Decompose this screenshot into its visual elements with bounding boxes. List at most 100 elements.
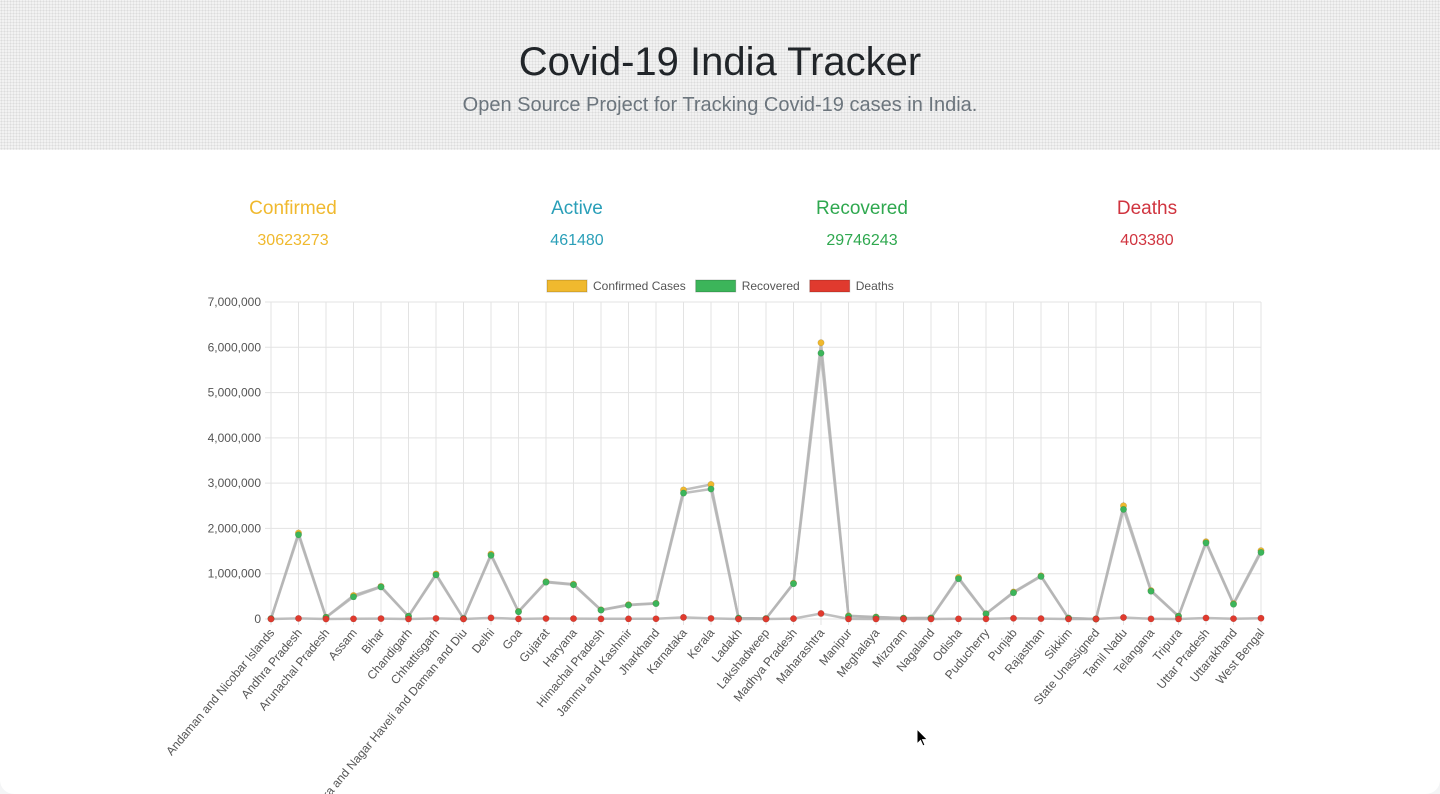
data-point-deaths[interactable] xyxy=(679,613,687,621)
data-point-deaths[interactable] xyxy=(1120,614,1128,622)
data-point-recovered[interactable] xyxy=(487,551,495,559)
data-point-recovered[interactable] xyxy=(954,575,962,583)
data-point-deaths[interactable] xyxy=(349,615,357,623)
legend-item-confirmed-cases[interactable]: Confirmed Cases xyxy=(546,279,686,293)
y-tick-label: 3,000,000 xyxy=(208,476,262,490)
data-point-deaths[interactable] xyxy=(652,615,660,623)
data-point-recovered[interactable] xyxy=(432,571,440,579)
data-point-deaths[interactable] xyxy=(404,615,412,623)
stat-deaths: Deaths 403380 xyxy=(997,198,1297,250)
data-point-recovered[interactable] xyxy=(1120,505,1128,513)
data-point-deaths[interactable] xyxy=(459,615,467,623)
chart-legend[interactable]: Confirmed Cases Recovered Deaths xyxy=(546,279,894,293)
data-point-recovered[interactable] xyxy=(1147,587,1155,595)
data-point-recovered[interactable] xyxy=(624,601,632,609)
data-point-recovered[interactable] xyxy=(1037,572,1045,580)
stat-confirmed-label: Confirmed xyxy=(249,198,337,219)
data-point-deaths[interactable] xyxy=(734,615,742,623)
x-tick-label: Assam xyxy=(325,626,359,663)
data-point-recovered[interactable] xyxy=(1202,539,1210,547)
data-point-deaths[interactable] xyxy=(624,615,632,623)
data-point-recovered[interactable] xyxy=(817,349,825,357)
legend-swatch xyxy=(546,279,588,293)
stat-confirmed: Confirmed 30623273 xyxy=(143,198,443,250)
data-point-deaths[interactable] xyxy=(817,609,825,617)
data-point-deaths[interactable] xyxy=(954,615,962,623)
data-point-deaths[interactable] xyxy=(487,614,495,622)
legend-swatch xyxy=(695,279,737,293)
data-point-deaths[interactable] xyxy=(872,615,880,623)
page-subtitle: Open Source Project for Tracking Covid-1… xyxy=(462,94,978,116)
data-point-recovered[interactable] xyxy=(542,578,550,586)
page-title: Covid-19 India Tracker xyxy=(518,40,922,84)
y-tick-label: 6,000,000 xyxy=(208,340,262,354)
data-point-deaths[interactable] xyxy=(542,615,550,623)
data-point-deaths[interactable] xyxy=(1175,615,1183,623)
y-tick-label: 2,000,000 xyxy=(208,521,262,535)
data-point-deaths[interactable] xyxy=(899,615,907,623)
stat-active: Active 461480 xyxy=(427,198,727,250)
legend-item-deaths[interactable]: Deaths xyxy=(809,279,894,293)
stat-active-value: 461480 xyxy=(550,232,604,249)
data-point-confirmed-cases[interactable] xyxy=(817,339,825,347)
stat-active-label: Active xyxy=(551,198,603,219)
data-point-deaths[interactable] xyxy=(1147,615,1155,623)
stat-recovered: Recovered 29746243 xyxy=(712,198,1012,250)
data-point-deaths[interactable] xyxy=(1065,615,1073,623)
y-tick-label: 0 xyxy=(254,612,261,626)
stat-confirmed-value: 30623273 xyxy=(257,232,329,249)
chart-grid xyxy=(265,301,1262,625)
data-point-recovered[interactable] xyxy=(597,606,605,614)
data-point-deaths[interactable] xyxy=(267,615,275,623)
legend-label: Recovered xyxy=(742,279,800,293)
stat-recovered-label: Recovered xyxy=(816,198,908,219)
y-tick-label: 7,000,000 xyxy=(208,295,262,309)
data-point-recovered[interactable] xyxy=(349,593,357,601)
data-point-deaths[interactable] xyxy=(322,615,330,623)
data-point-recovered[interactable] xyxy=(514,608,522,616)
data-point-recovered[interactable] xyxy=(1009,589,1017,597)
data-point-recovered[interactable] xyxy=(294,531,302,539)
x-tick-label: Andaman and Nicobar Islands xyxy=(163,626,277,758)
data-point-deaths[interactable] xyxy=(789,615,797,623)
data-point-deaths[interactable] xyxy=(1037,615,1045,623)
data-point-recovered[interactable] xyxy=(377,583,385,591)
data-point-deaths[interactable] xyxy=(927,615,935,623)
data-point-recovered[interactable] xyxy=(652,600,660,608)
mouse-cursor-icon xyxy=(916,728,929,747)
data-point-deaths[interactable] xyxy=(377,615,385,623)
data-point-deaths[interactable] xyxy=(982,615,990,623)
data-point-deaths[interactable] xyxy=(1202,614,1210,622)
data-point-recovered[interactable] xyxy=(1257,548,1265,556)
data-point-deaths[interactable] xyxy=(707,614,715,622)
data-point-recovered[interactable] xyxy=(569,581,577,589)
data-point-deaths[interactable] xyxy=(432,614,440,622)
y-tick-label: 4,000,000 xyxy=(208,431,262,445)
data-point-deaths[interactable] xyxy=(1009,614,1017,622)
data-point-deaths[interactable] xyxy=(1230,615,1238,623)
data-point-deaths[interactable] xyxy=(514,615,522,623)
data-point-recovered[interactable] xyxy=(1230,600,1238,608)
hero-header: Covid-19 India Tracker Open Source Proje… xyxy=(0,0,1440,150)
data-point-recovered[interactable] xyxy=(679,489,687,497)
data-point-deaths[interactable] xyxy=(844,615,852,623)
series-points xyxy=(267,339,1265,623)
stat-deaths-label: Deaths xyxy=(1116,198,1178,219)
legend-label: Deaths xyxy=(856,279,894,293)
data-point-recovered[interactable] xyxy=(707,485,715,493)
data-point-deaths[interactable] xyxy=(762,615,770,623)
data-point-deaths[interactable] xyxy=(569,615,577,623)
x-tick-label: Goa xyxy=(499,626,525,653)
data-point-deaths[interactable] xyxy=(294,614,302,622)
data-point-deaths[interactable] xyxy=(597,615,605,623)
stat-deaths-value: 403380 xyxy=(1120,232,1174,249)
legend-item-recovered[interactable]: Recovered xyxy=(695,279,800,293)
legend-swatch xyxy=(809,279,851,293)
data-point-deaths[interactable] xyxy=(1092,615,1100,623)
data-point-deaths[interactable] xyxy=(1257,614,1265,622)
data-point-recovered[interactable] xyxy=(789,580,797,588)
cases-chart: 0 1,000,000 2,000,000 3,000,000 4,000,000 5,0… xyxy=(163,279,1267,794)
x-tick-label: Delhi xyxy=(469,626,497,656)
